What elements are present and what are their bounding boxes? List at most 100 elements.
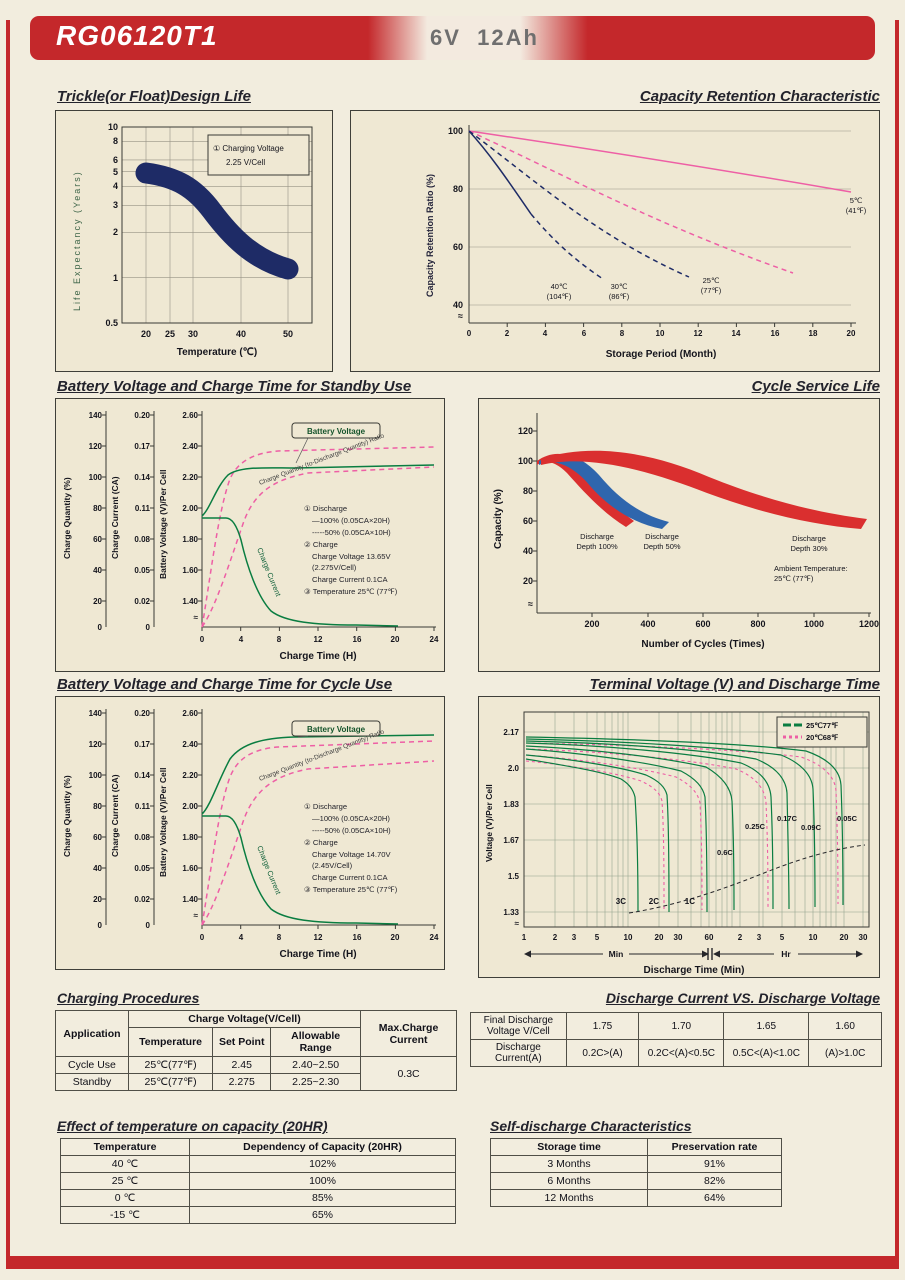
- x-tick-min: 60: [705, 933, 714, 942]
- cell-application: Cycle Use: [55, 1056, 129, 1074]
- battery-voltage-label: Battery Voltage: [307, 427, 366, 436]
- col-temperature: Temperature: [60, 1138, 190, 1156]
- self-discharge-title: Self-discharge Characteristics: [490, 1118, 692, 1134]
- curve-label: 0.17C: [777, 814, 798, 823]
- col-preservation-rate: Preservation rate: [647, 1138, 782, 1156]
- charging-procedures-table: Application Charge Voltage(V/Cell) Max.C…: [55, 1010, 457, 1091]
- curve-label-30c: (86℉): [609, 292, 630, 301]
- c-tick: 0.05: [134, 566, 150, 575]
- note-line: ② Charge: [304, 540, 338, 549]
- c-tick: 0.05: [134, 864, 150, 873]
- x-tick: 0: [200, 635, 205, 644]
- x-tick: 16: [771, 329, 780, 338]
- x-tick: 10: [656, 329, 665, 338]
- c-tick: 0.08: [134, 833, 150, 842]
- table-row: Final Discharge Voltage V/Cell 1.75 1.70…: [470, 1012, 882, 1040]
- curve-label: 0.09C: [801, 823, 822, 832]
- note-line: -----50% (0.05CA×10H): [312, 528, 391, 537]
- legend-line: 2.25 V/Cell: [226, 158, 265, 167]
- charge-current-label: Charge Current: [255, 844, 283, 896]
- y-tick: 20: [523, 576, 533, 586]
- terminal-voltage-chart-panel: 25℃77℉ 20℃68℉ 3C 2C 1C 0.6C 0.25C 0.17C …: [478, 696, 880, 978]
- table-row: 3 Months 91%: [490, 1155, 782, 1173]
- cycle-life-title: Cycle Service Life: [751, 378, 880, 395]
- v-tick: 2.40: [182, 442, 198, 451]
- v-tick: 2.60: [182, 411, 198, 420]
- x-tick-hr: 30: [859, 933, 868, 942]
- curve-label-5c: 5℃: [850, 196, 863, 205]
- cell-current: 0.5C<(A)<1.0C: [723, 1039, 810, 1067]
- x-tick: 20: [391, 933, 400, 942]
- depth100-label: Depth 100%: [576, 542, 618, 551]
- table-row: Standby 25℃(77℉) 2.275 2.25~2.30: [55, 1073, 457, 1091]
- temp-capacity-title: Effect of temperature on capacity (20HR): [57, 1118, 328, 1134]
- depth100-label: Discharge: [580, 532, 614, 541]
- note-line: ③ Temperature 25℃ (77℉): [304, 587, 398, 596]
- cell-voltage: 1.60: [808, 1012, 882, 1040]
- axis-break: ≈: [194, 911, 199, 920]
- v-tick: 1.60: [182, 864, 198, 873]
- x-tick: 12: [314, 635, 323, 644]
- col-dependency: Dependency of Capacity (20HR): [189, 1138, 456, 1156]
- x-tick: 12: [314, 933, 323, 942]
- curve-label: 0.05C: [837, 814, 858, 823]
- cycle-use-chart: Battery Voltage Charge Quantity (to-Disc…: [62, 709, 439, 960]
- x-tick: 20: [141, 329, 151, 339]
- x-tick-hr: 3: [757, 933, 762, 942]
- depth50-label: Discharge: [645, 532, 679, 541]
- discharge-voltage-table: Final Discharge Voltage V/Cell 1.75 1.70…: [470, 1012, 882, 1067]
- axis-break: ≈: [194, 613, 199, 622]
- y-tick: 60: [523, 516, 533, 526]
- cell-storage: 3 Months: [490, 1155, 648, 1173]
- q-tick: 20: [93, 895, 102, 904]
- cell-capacity: 102%: [189, 1155, 456, 1173]
- x-tick: 8: [620, 329, 625, 338]
- curve-label-40c: 40℃: [551, 282, 568, 291]
- q-tick: 60: [93, 535, 102, 544]
- legend-box: [776, 716, 868, 748]
- c-tick: 0.14: [134, 771, 150, 780]
- c-tick: 0.11: [135, 504, 151, 513]
- curve-label-25c: 25℃: [703, 276, 720, 285]
- legend-entry: 20℃68℉: [806, 733, 839, 742]
- y-tick: 80: [523, 486, 533, 496]
- y-axis-label: Capacity (%): [493, 489, 504, 549]
- col-temperature: Temperature: [127, 1027, 214, 1057]
- q-tick: 100: [89, 473, 103, 482]
- capacity-retention-chart: 100 80 60 40 ≈ 0 2 4 6 8 10 12 14 16 18 …: [425, 125, 867, 360]
- note-line: Charge Current 0.1CA: [312, 575, 388, 584]
- cycle-use-chart-title: Battery Voltage and Charge Time for Cycl…: [57, 676, 393, 693]
- x-tick-min: 10: [624, 933, 633, 942]
- y-tick: 80: [453, 184, 463, 194]
- x-tick-hr: 20: [840, 933, 849, 942]
- y-tick: 0.5: [105, 318, 118, 328]
- x-tick: 40: [236, 329, 246, 339]
- x-tick: 600: [695, 619, 710, 629]
- x-tick: 30: [188, 329, 198, 339]
- cell-current: 0.2C>(A): [565, 1039, 640, 1067]
- table-row: Discharge Current(A) 0.2C>(A) 0.2C<(A)<0…: [470, 1039, 882, 1067]
- depth50-label: Depth 50%: [643, 542, 680, 551]
- x-axis-label: Number of Cycles (Times): [641, 639, 764, 650]
- q-tick: 100: [89, 771, 103, 780]
- cell-current: 0.2C<(A)<0.5C: [638, 1039, 725, 1067]
- terminal-voltage-chart: 25℃77℉ 20℃68℉ 3C 2C 1C 0.6C 0.25C 0.17C …: [484, 711, 870, 976]
- table-row: -15 ℃ 65%: [60, 1206, 456, 1224]
- v-tick: 2.60: [182, 709, 198, 718]
- y-tick: 1.67: [503, 836, 519, 845]
- curve-label: 3C: [616, 897, 626, 906]
- note-line: (2.45V/Cell): [312, 861, 353, 870]
- x-tick-min: 20: [655, 933, 664, 942]
- y-axis-label: Capacity Retention Ratio (%): [425, 174, 435, 297]
- cell-set-point: 2.45: [212, 1056, 272, 1074]
- ambient-label: Ambient Temperature:: [774, 564, 848, 573]
- table-row: 6 Months 82%: [490, 1172, 782, 1190]
- c-tick: 0.17: [134, 442, 150, 451]
- discharge-current-label: Current(A): [495, 1053, 542, 1064]
- table-row: 12 Months 64%: [490, 1189, 782, 1207]
- discharge-voltage-title: Discharge Current VS. Discharge Voltage: [605, 990, 880, 1006]
- col-application: Application: [55, 1010, 129, 1057]
- hr-range-label: Hr: [781, 949, 791, 959]
- cell-set-point: 2.275: [212, 1073, 272, 1091]
- y-tick: 10: [108, 122, 118, 132]
